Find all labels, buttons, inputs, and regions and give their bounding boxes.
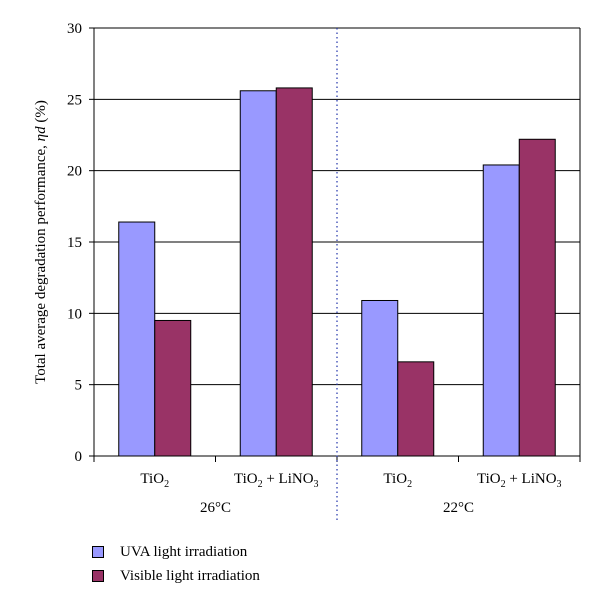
group-label: 26°C (200, 500, 231, 516)
bar-visible (154, 319, 192, 457)
legend-swatch-visible (92, 570, 104, 582)
x-label-subscript: 2 (407, 479, 412, 490)
y-axis-label-symbol: ηd (33, 126, 49, 141)
x-label-subscript: 2 (164, 479, 169, 490)
legend-swatch-uva (92, 546, 104, 558)
x-tick-label: TiO2 (140, 471, 169, 490)
y-tick-label: 15 (67, 235, 82, 251)
x-label-text: + LiNO (506, 471, 557, 487)
legend-label-visible: Visible light irradiation (120, 567, 260, 584)
y-axis-label: Total average degradation performance, η… (33, 100, 49, 384)
x-label-subscript: 3 (314, 479, 319, 490)
x-tick-label: TiO2 + LiNO3 (234, 471, 319, 490)
y-tick-label: 30 (67, 21, 82, 37)
x-label-text: TiO (234, 471, 258, 487)
y-axis-label-text: Total average degradation performance, (33, 141, 49, 384)
bar-uva (361, 299, 399, 457)
y-tick-label: 20 (67, 164, 82, 180)
bar-uva (482, 164, 520, 457)
legend-item-visible: Visible light irradiation (92, 564, 260, 588)
group-label: 22°C (443, 500, 474, 516)
x-label-text: TiO (477, 471, 501, 487)
x-tick-label: TiO2 (383, 471, 412, 490)
y-axis-label-unit: (%) (33, 100, 49, 126)
bar-visible (275, 87, 313, 457)
y-tick-label: 10 (67, 306, 82, 322)
x-label-text: + LiNO (263, 471, 314, 487)
legend-label-uva: UVA light irradiation (120, 543, 248, 560)
bar-uva (239, 90, 277, 457)
y-tick-label: 0 (75, 449, 83, 465)
bar-uva (118, 221, 156, 457)
bar-visible (397, 361, 435, 457)
x-label-text: TiO (140, 471, 164, 487)
y-tick-label: 5 (75, 378, 83, 394)
x-label-text: TiO (383, 471, 407, 487)
y-tick-label: 25 (67, 92, 82, 108)
x-label-subscript: 2 (501, 479, 506, 490)
bar-visible (518, 138, 556, 457)
x-tick-label: TiO2 + LiNO3 (477, 471, 562, 490)
x-label-subscript: 3 (557, 479, 562, 490)
legend-item-uva: UVA light irradiation (92, 540, 260, 564)
x-label-subscript: 2 (258, 479, 263, 490)
legend: UVA light irradiation Visible light irra… (92, 540, 260, 588)
